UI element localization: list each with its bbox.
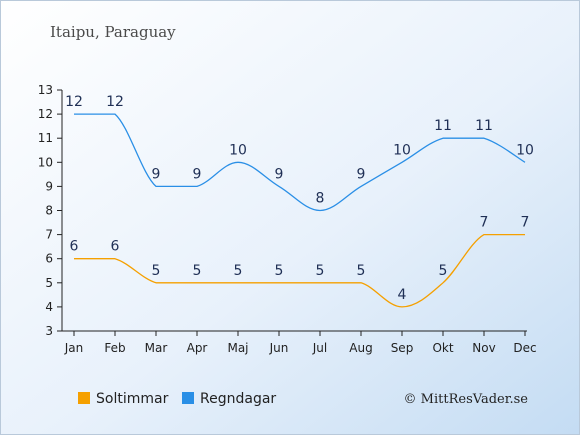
data-label-rain: 10	[229, 142, 247, 158]
data-label-sun: 6	[111, 239, 120, 255]
data-label-rain: 9	[193, 166, 202, 182]
y-tick-label: 10	[38, 155, 53, 169]
data-label-rain: 9	[152, 166, 161, 182]
legend-swatch-sun	[78, 392, 90, 404]
x-tick-label: Dec	[513, 341, 536, 355]
y-tick-label: 13	[38, 83, 53, 97]
data-label-sun: 5	[275, 263, 284, 279]
y-tick-label: 11	[38, 131, 53, 145]
x-tick-label: Jan	[64, 341, 84, 355]
y-tick-label: 3	[45, 324, 53, 338]
data-label-sun: 5	[152, 263, 161, 279]
data-label-rain: 10	[516, 142, 534, 158]
data-label-sun: 5	[357, 263, 366, 279]
series-layer	[74, 113, 526, 308]
x-tick-label: Okt	[432, 341, 453, 355]
data-label-sun: 5	[193, 263, 202, 279]
chart-title: Itaipu, Paraguay	[50, 23, 176, 41]
y-tick-label: 8	[45, 204, 53, 218]
legend-label-rain: Regndagar	[200, 391, 276, 407]
x-tick-label: Aug	[349, 341, 372, 355]
legend: Soltimmar Regndagar	[78, 391, 276, 407]
data-label-sun: 4	[398, 287, 407, 303]
data-label-rain: 12	[106, 94, 124, 110]
y-tick-label: 6	[45, 252, 53, 266]
x-tick-label: Jun	[269, 341, 289, 355]
series-line-rain	[74, 113, 526, 212]
y-tick-label: 7	[45, 228, 53, 242]
x-tick-label: Nov	[472, 341, 495, 355]
data-label-sun: 7	[521, 215, 530, 231]
data-label-sun: 7	[480, 215, 489, 231]
credit-text: © MittResVader.se	[404, 392, 529, 407]
data-label-rain: 10	[393, 142, 411, 158]
data-label-sun: 6	[70, 239, 79, 255]
y-tick-label: 12	[38, 107, 53, 121]
data-label-sun: 5	[234, 263, 243, 279]
data-label-rain: 11	[475, 118, 493, 134]
legend-label-sun: Soltimmar	[96, 391, 169, 407]
x-tick-label: Maj	[227, 341, 248, 355]
y-tick-label: 4	[45, 300, 53, 314]
data-label-rain: 9	[357, 166, 366, 182]
x-tick-label: Mar	[145, 341, 168, 355]
data-label-rain: 12	[65, 94, 83, 110]
x-tick-label: Apr	[187, 341, 208, 355]
x-tick-label: Sep	[391, 341, 414, 355]
data-label-sun: 5	[439, 263, 448, 279]
data-label-rain: 11	[434, 118, 452, 134]
x-tick-label: Jul	[312, 341, 327, 355]
series-line-sun	[74, 233, 525, 308]
data-labels: 6 6 5 5 5 5 5 5 4 5 7 7 12 12 9 9 10 9 8 9 10 11 11 10	[65, 94, 534, 303]
axes: 3 4 5 6 7 8 9 10 11 12 13 Jan Feb Mar Apr Maj Jun Jul Aug S…	[38, 83, 537, 355]
y-tick-label: 9	[45, 179, 53, 193]
data-label-rain: 8	[316, 191, 325, 207]
legend-swatch-rain	[182, 392, 194, 404]
data-label-sun: 5	[316, 263, 325, 279]
data-label-rain: 9	[275, 166, 284, 182]
x-tick-label: Feb	[104, 341, 125, 355]
y-tick-label: 5	[45, 276, 53, 290]
